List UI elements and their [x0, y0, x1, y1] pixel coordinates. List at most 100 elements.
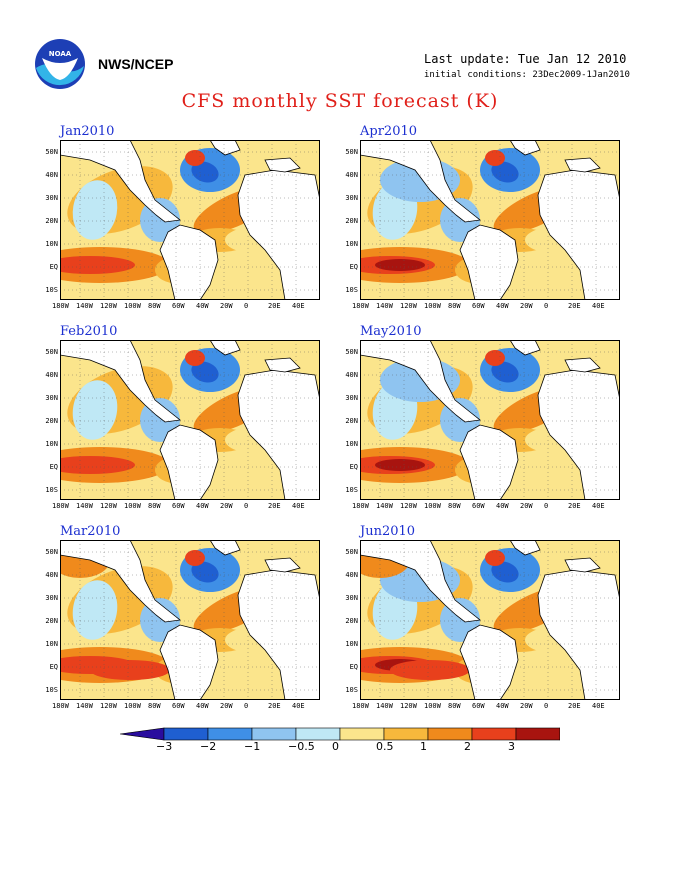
latitude-tick-label: 40N: [345, 171, 358, 179]
colorbar-tick-label: 3: [508, 740, 515, 753]
agency-name: NWS/NCEP: [98, 56, 174, 72]
panel-month-label: Mar2010: [60, 524, 121, 539]
panel-month-label: Feb2010: [60, 324, 118, 339]
latitude-tick-label: EQ: [349, 463, 358, 471]
longitude-tick-label: 20E: [268, 302, 281, 310]
latitude-tick-label: 50N: [45, 348, 58, 356]
latitude-tick-label: 10N: [345, 240, 358, 248]
latitude-tick-label: 20N: [345, 217, 358, 225]
longitude-tick-label: 20W: [520, 702, 533, 710]
noaa-logo-icon: NOAA: [35, 39, 85, 89]
longitude-tick-label: 60W: [172, 502, 185, 510]
longitude-tick-label: 20W: [220, 502, 233, 510]
colorbar-segment: [339, 727, 385, 741]
longitude-tick-label: 140W: [376, 702, 393, 710]
latitude-tick-label: 50N: [45, 548, 58, 556]
longitude-tick-label: 0: [244, 702, 249, 710]
initial-conditions: initial conditions: 23Dec2009-1Jan2010: [424, 70, 630, 80]
colorbar-tick-label: 1: [420, 740, 427, 753]
colorbar-segment: [383, 727, 429, 741]
latitude-tick-label: 10S: [345, 486, 358, 494]
longitude-tick-label: 20E: [268, 702, 281, 710]
latitude-tick-label: 10N: [345, 640, 358, 648]
longitude-tick-label: 0: [244, 502, 249, 510]
longitude-tick-label: 180W: [352, 702, 369, 710]
longitude-tick-label: 0: [544, 702, 549, 710]
longitude-tick-label: 120W: [100, 702, 117, 710]
colorbar-segment: [295, 727, 341, 741]
latitude-tick-label: EQ: [49, 263, 58, 271]
longitude-tick-label: 80W: [448, 702, 461, 710]
longitude-tick-label: 40E: [292, 302, 305, 310]
colorbar-tick-label: 0: [332, 740, 339, 753]
longitude-tick-label: 100W: [124, 502, 141, 510]
colorbar-tick-label: 0.5: [376, 740, 394, 753]
longitude-tick-label: 60W: [172, 302, 185, 310]
latitude-tick-label: 10N: [345, 440, 358, 448]
latitude-tick-label: 10S: [45, 286, 58, 294]
latitude-tick-label: 10S: [345, 286, 358, 294]
panel-month-label: May2010: [360, 324, 422, 339]
colorbar-segment: [471, 727, 517, 741]
latitude-tick-label: 50N: [345, 548, 358, 556]
longitude-tick-label: 40W: [496, 702, 509, 710]
svg-text:NOAA: NOAA: [49, 50, 72, 58]
latitude-tick-label: 20N: [345, 617, 358, 625]
forecast-panel: Apr2010 50N 40N 30N 20N 10N EQ 10S 180W 140W 120W 1…: [345, 124, 658, 324]
latitude-tick-label: 40N: [45, 371, 58, 379]
latitude-tick-label: 20N: [45, 417, 58, 425]
latitude-tick-label: 20N: [45, 217, 58, 225]
longitude-tick-label: 40E: [292, 502, 305, 510]
longitude-tick-label: 80W: [448, 302, 461, 310]
longitude-tick-label: 180W: [52, 302, 69, 310]
latitude-tick-label: 10S: [45, 486, 58, 494]
longitude-tick-label: 120W: [400, 502, 417, 510]
latitude-tick-label: 30N: [345, 194, 358, 202]
longitude-tick-label: 20E: [268, 502, 281, 510]
latitude-tick-label: EQ: [349, 263, 358, 271]
page-title: CFS monthly SST forecast (K): [181, 90, 499, 112]
latitude-tick-label: 40N: [345, 571, 358, 579]
colorbar-segment: [515, 727, 560, 741]
forecast-panel: Jan2010 50N 40N 30N 20N 10N EQ 10S 180W 140W 120W 1…: [45, 124, 358, 324]
longitude-tick-label: 120W: [100, 302, 117, 310]
longitude-tick-label: 60W: [172, 702, 185, 710]
longitude-tick-label: 40E: [592, 702, 605, 710]
latitude-tick-label: 40N: [345, 371, 358, 379]
longitude-tick-label: 40W: [496, 502, 509, 510]
latitude-tick-label: 10S: [345, 686, 358, 694]
longitude-tick-label: 40E: [592, 502, 605, 510]
latitude-tick-label: EQ: [349, 663, 358, 671]
longitude-tick-label: 120W: [400, 702, 417, 710]
longitude-tick-label: 100W: [124, 302, 141, 310]
latitude-tick-label: EQ: [49, 663, 58, 671]
longitude-tick-label: 20E: [568, 502, 581, 510]
longitude-tick-label: 120W: [100, 502, 117, 510]
panel-month-label: Jan2010: [60, 124, 115, 139]
longitude-tick-label: 40W: [196, 302, 209, 310]
sst-anomaly-map: [60, 540, 320, 700]
longitude-tick-label: 180W: [352, 302, 369, 310]
sst-anomaly-map: [360, 540, 620, 700]
longitude-tick-label: 140W: [76, 302, 93, 310]
forecast-panel: Mar2010 50N 40N 30N 20N 10N EQ 10S 180W 140W 120W 1…: [45, 524, 358, 724]
sst-anomaly-map: [360, 340, 620, 500]
longitude-tick-label: 20W: [520, 302, 533, 310]
longitude-tick-label: 0: [544, 502, 549, 510]
longitude-tick-label: 100W: [124, 702, 141, 710]
latitude-tick-label: EQ: [49, 463, 58, 471]
longitude-tick-label: 20E: [568, 302, 581, 310]
latitude-tick-label: 40N: [45, 571, 58, 579]
colorbar-tick-label: −1: [244, 740, 261, 753]
colorbar-tick-label: −0.5: [288, 740, 315, 753]
colorbar-low-arrow: [120, 727, 165, 741]
longitude-tick-label: 100W: [424, 702, 441, 710]
colorbar-segment: [163, 727, 209, 741]
latitude-tick-label: 30N: [45, 194, 58, 202]
longitude-tick-label: 100W: [424, 302, 441, 310]
sst-anomaly-map: [60, 340, 320, 500]
last-update: Last update: Tue Jan 12 2010: [424, 52, 627, 66]
longitude-tick-label: 80W: [448, 502, 461, 510]
colorbar-segment: [251, 727, 297, 741]
latitude-tick-label: 20N: [45, 617, 58, 625]
